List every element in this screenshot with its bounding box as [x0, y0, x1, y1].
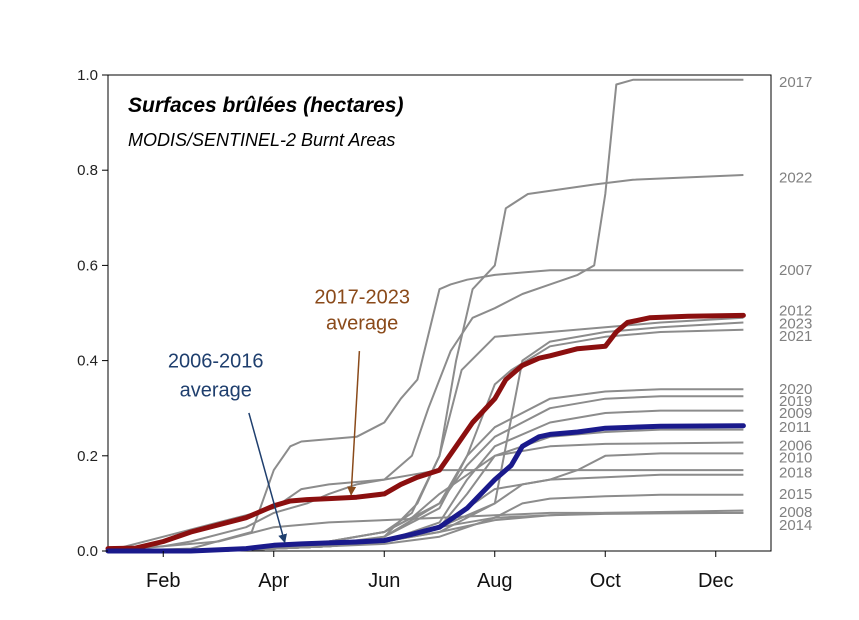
chart-title: Surfaces brûlées (hectares) — [128, 94, 403, 117]
tick-label-group: 0.0 0.2 0.4 0.6 0.8 1.0 Feb Apr Jun Aug Oct Dec — [77, 67, 733, 592]
annotation-2006-2016-line1: 2006-2016 — [168, 351, 264, 373]
average-series-group — [105, 312, 746, 554]
y-tick-label: 0.2 — [77, 448, 98, 465]
annotation-arrow-2017-2023 — [347, 351, 361, 496]
annotation-2017-2023-line2: average — [326, 313, 398, 335]
year-label-2008: 2008 — [779, 504, 812, 521]
annotation-arrow-2006-2016 — [248, 412, 287, 544]
year-label-2021: 2021 — [779, 328, 812, 345]
x-tick-label: Feb — [146, 570, 180, 592]
chart-subtitle: MODIS/SENTINEL-2 Burnt Areas — [128, 130, 395, 150]
x-tick-label: Aug — [477, 570, 513, 592]
series-line-2007 — [107, 269, 744, 552]
year-label-2011: 2011 — [779, 419, 811, 436]
year-label-2020: 2020 — [779, 381, 812, 398]
year-label-2018: 2018 — [779, 464, 812, 481]
year-label-2015: 2015 — [779, 486, 812, 503]
series-line-2013 — [107, 511, 744, 552]
average-line-2017-2023 — [105, 312, 746, 552]
series-line-2010 — [108, 452, 744, 552]
annotation-group: 2017-2023 average 2006-2016 average — [168, 286, 410, 544]
year-label-2022: 2022 — [779, 169, 812, 186]
year-label-2023: 2023 — [779, 315, 812, 332]
x-tick-label: Jun — [368, 570, 400, 592]
average-line-2006-2016 — [105, 423, 746, 554]
year-label-2007: 2007 — [779, 262, 812, 279]
x-tick-label: Oct — [590, 570, 622, 592]
y-tick-label: 1.0 — [77, 67, 98, 84]
y-tick-label: 0.4 — [77, 353, 98, 370]
year-label-2014: 2014 — [779, 517, 812, 534]
series-line-2017 — [107, 78, 744, 550]
year-label-2009: 2009 — [779, 405, 812, 422]
x-tick-label: Dec — [698, 570, 734, 592]
annotation-2006-2016-line2: average — [180, 379, 252, 401]
y-tick-label: 0.0 — [77, 543, 98, 560]
y-tick-label: 0.6 — [77, 257, 98, 274]
year-label-2019: 2019 — [779, 393, 812, 410]
annual-series-group — [107, 78, 744, 552]
year-label-2010: 2010 — [779, 450, 812, 467]
y-tick-label: 0.8 — [77, 162, 98, 179]
year-label-2012: 2012 — [779, 303, 812, 320]
annotation-2017-2023-line1: 2017-2023 — [314, 286, 410, 308]
x-tick-label: Apr — [258, 570, 289, 592]
plot-frame — [107, 74, 772, 552]
year-label-2006: 2006 — [779, 437, 812, 454]
year-label-2017: 2017 — [779, 74, 812, 91]
